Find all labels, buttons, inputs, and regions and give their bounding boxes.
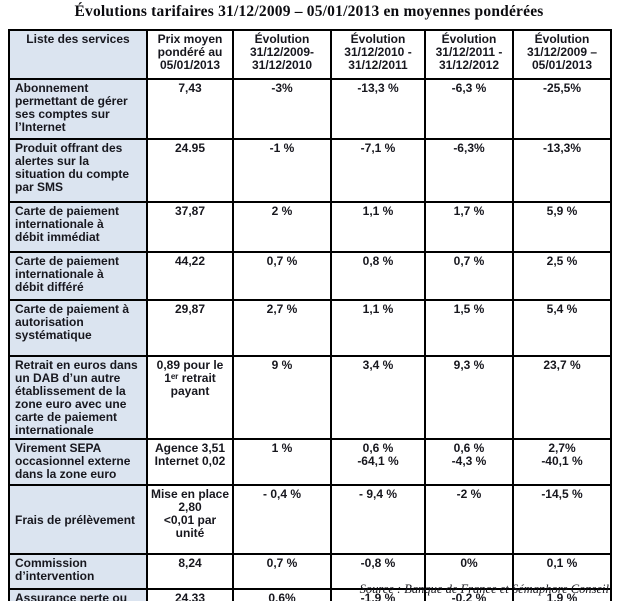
header-row: Liste des services Prix moyen pondéré au …: [8, 29, 612, 80]
value-cell: 1,9 %: [512, 588, 612, 601]
table-row: Retrait en euros dans un DAB d’un autre …: [8, 355, 612, 440]
value-cell: 0,7 %: [232, 553, 332, 590]
value-cell: -13,3%: [512, 138, 612, 203]
value-cell: 37,87: [146, 201, 234, 253]
service-cell: Produit offrant des alertes sur la situa…: [8, 138, 148, 203]
table-row: Carte de paiement internationale à débit…: [8, 251, 612, 301]
service-cell: Virement SEPA occasionnel externe dans l…: [8, 438, 148, 486]
table-row: Commission d’intervention 8,24 0,7 % -0,8 %…: [8, 553, 612, 590]
value-cell: 7,43: [146, 78, 234, 140]
value-cell: Agence 3,51 Internet 0,02: [146, 438, 234, 486]
value-cell: 1,5 %: [424, 299, 514, 357]
value-cell: 5,9 %: [512, 201, 612, 253]
value-cell: 2,5 %: [512, 251, 612, 301]
value-cell: 2 %: [232, 201, 332, 253]
value-cell: 0,8 %: [330, 251, 426, 301]
value-cell: 0,7 %: [232, 251, 332, 301]
value-cell: -14,5 %: [512, 484, 612, 555]
value-cell: 1,1 %: [330, 201, 426, 253]
value-cell: -6,3 %: [424, 78, 514, 140]
table-row: Frais de prélèvement Mise en place 2,80 <…: [8, 484, 612, 555]
column-header-3: Évolution 31/12/2010 - 31/12/2011: [330, 29, 426, 80]
table-row: Produit offrant des alertes sur la situa…: [8, 138, 612, 203]
service-cell: Carte de paiement internationale à débit…: [8, 201, 148, 253]
column-header-2: Évolution 31/12/2009- 31/12/2010: [232, 29, 332, 80]
column-header-services: Liste des services: [8, 29, 148, 80]
value-cell: -13,3 %: [330, 78, 426, 140]
table-row: Abonnement permettant de gérer ses compt…: [8, 78, 612, 140]
value-cell: 0,6%: [232, 588, 332, 601]
value-cell: 2,7 %: [232, 299, 332, 357]
value-cell: 0,1 %: [512, 553, 612, 590]
value-cell: -7,1 %: [330, 138, 426, 203]
service-cell: Retrait en euros dans un DAB d’un autre …: [8, 355, 148, 440]
value-cell: - 0,4 %: [232, 484, 332, 555]
value-cell: 0%: [424, 553, 514, 590]
value-cell: 0,7 %: [424, 251, 514, 301]
value-cell: 1 %: [232, 438, 332, 486]
service-cell: Abonnement permettant de gérer ses compt…: [8, 78, 148, 140]
table-row: Assurance perte ou vol des moyens de pai…: [8, 588, 612, 601]
value-cell: -3%: [232, 78, 332, 140]
service-cell: Assurance perte ou vol des moyens de pai…: [8, 588, 148, 601]
value-cell: -25,5%: [512, 78, 612, 140]
value-cell: 24,33: [146, 588, 234, 601]
table-row: Carte de paiement à autorisation systéma…: [8, 299, 612, 357]
value-cell: 5,4 %: [512, 299, 612, 357]
value-cell: -1,9 %: [330, 588, 426, 601]
value-cell: 29,87: [146, 299, 234, 357]
value-cell: 8,24: [146, 553, 234, 590]
value-cell: 1,1 %: [330, 299, 426, 357]
service-cell: Frais de prélèvement: [8, 484, 148, 555]
service-cell: Carte de paiement à autorisation systéma…: [8, 299, 148, 357]
source-caption: Source : Banque de France et Sémaphore C…: [359, 582, 609, 596]
value-cell: 44,22: [146, 251, 234, 301]
table-row: Virement SEPA occasionnel externe dans l…: [8, 438, 612, 486]
value-cell: Mise en place 2,80 <0,01 par unité: [146, 484, 234, 555]
value-cell: 9,3 %: [424, 355, 514, 440]
column-header-5: Évolution 31/12/2009 – 05/01/2013: [512, 29, 612, 80]
tariff-table: Liste des services Prix moyen pondéré au …: [8, 29, 612, 601]
value-cell: 0,6 % -4,3 %: [424, 438, 514, 486]
value-cell: 0,89 pour le 1ᵉʳ retrait payant: [146, 355, 234, 440]
value-cell: 24.95: [146, 138, 234, 203]
value-cell: 3,4 %: [330, 355, 426, 440]
table-header-row: Liste des services Prix moyen pondéré au …: [8, 29, 612, 80]
value-cell: -1 %: [232, 138, 332, 203]
page-title: Évolutions tarifaires 31/12/2009 – 05/01…: [74, 3, 544, 20]
service-cell: Commission d’intervention: [8, 553, 148, 590]
value-cell: - 9,4 %: [330, 484, 426, 555]
table-row: Carte de paiement internationale à débit…: [8, 201, 612, 253]
column-header-1: Prix moyen pondéré au 05/01/2013: [146, 29, 234, 80]
value-cell: 2,7% -40,1 %: [512, 438, 612, 486]
value-cell: 23,7 %: [512, 355, 612, 440]
table-body: Abonnement permettant de gérer ses compt…: [8, 78, 612, 601]
value-cell: -2 %: [424, 484, 514, 555]
value-cell: -0,8 %: [330, 553, 426, 590]
value-cell: -6,3%: [424, 138, 514, 203]
value-cell: 0,6 % -64,1 %: [330, 438, 426, 486]
service-cell: Carte de paiement internationale à débit…: [8, 251, 148, 301]
value-cell: 9 %: [232, 355, 332, 440]
column-header-4: Évolution 31/12/2011 - 31/12/2012: [424, 29, 514, 80]
value-cell: -0,2 %: [424, 588, 514, 601]
value-cell: 1,7 %: [424, 201, 514, 253]
